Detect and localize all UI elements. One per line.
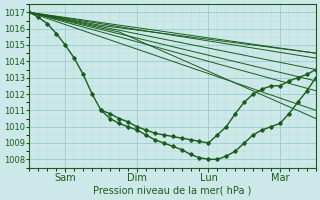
X-axis label: Pression niveau de la mer( hPa ): Pression niveau de la mer( hPa ) (93, 186, 252, 196)
